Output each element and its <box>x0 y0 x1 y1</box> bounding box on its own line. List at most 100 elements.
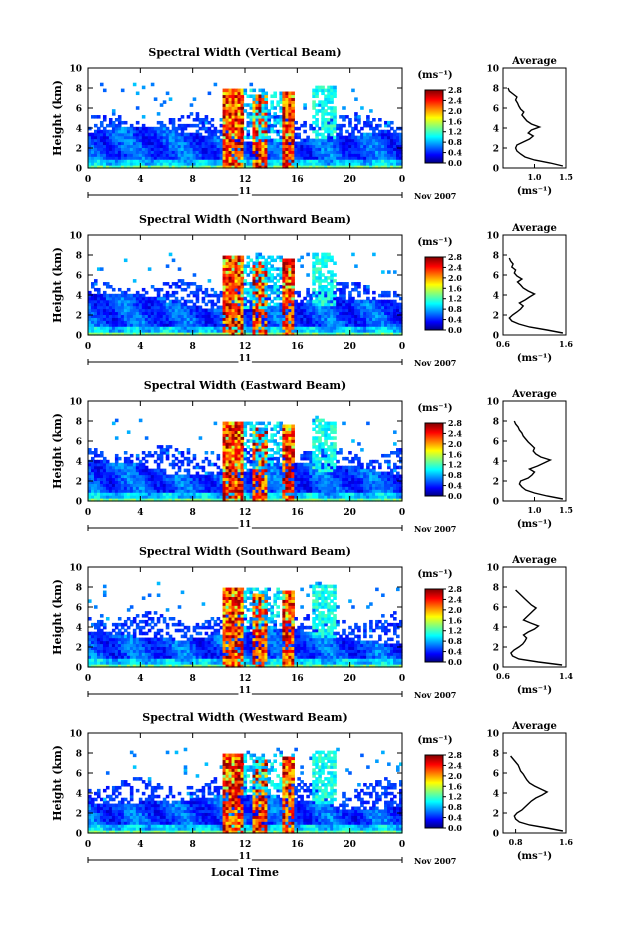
heatmap-cell <box>102 290 107 295</box>
heatmap-cell <box>363 323 367 327</box>
heatmap-cell <box>159 138 164 143</box>
heatmap-cell <box>204 118 209 122</box>
heatmap-cell <box>345 150 349 154</box>
heatmap-cell <box>312 299 316 304</box>
heatmap-cell <box>240 287 245 292</box>
heatmap-cell <box>339 296 343 301</box>
heatmap-cell <box>237 88 242 93</box>
heatmap-cell <box>267 498 272 502</box>
heatmap-cell <box>399 144 403 149</box>
heatmap-cell <box>279 442 283 446</box>
heatmap-cell <box>258 276 263 280</box>
heatmap-cell <box>123 302 128 307</box>
heatmap-cell <box>228 477 233 482</box>
heatmap-cell <box>360 332 364 336</box>
heatmap-cell <box>261 323 266 327</box>
heatmap-cell <box>270 433 275 437</box>
heatmap-cell <box>228 293 233 298</box>
heatmap-cell <box>336 305 340 310</box>
heatmap-cell <box>96 138 101 143</box>
heatmap-cell <box>303 323 307 327</box>
heatmap-cell <box>300 311 304 316</box>
heatmap-cell <box>129 123 134 128</box>
heatmap-cell <box>93 156 98 160</box>
heatmap-cell <box>225 88 230 93</box>
heatmap-cell <box>192 495 197 499</box>
heatmap-cell <box>285 308 289 313</box>
heatmap-cell <box>249 474 254 479</box>
heatmap-cell <box>213 156 218 160</box>
heatmap-cell <box>234 302 239 307</box>
heatmap-cell <box>111 329 116 333</box>
heatmap-cell <box>261 112 266 116</box>
heatmap-cell <box>348 141 352 146</box>
heatmap-cell <box>381 293 385 298</box>
heatmap-cell <box>270 439 275 443</box>
heatmap-cell <box>216 495 221 499</box>
heatmap-cell <box>180 329 185 333</box>
heatmap-cell <box>246 483 251 487</box>
heatmap-cell <box>102 141 107 146</box>
heatmap-cell <box>246 261 251 266</box>
heatmap-cell <box>123 305 128 310</box>
heatmap-cell <box>399 326 403 330</box>
heatmap-cell <box>342 141 346 146</box>
heatmap-cell <box>189 498 194 502</box>
heatmap-cell <box>135 492 140 496</box>
heatmap-cell <box>321 162 325 166</box>
heatmap-cell <box>189 489 194 493</box>
heatmap-cell <box>177 480 182 484</box>
heatmap-cell <box>156 287 161 292</box>
heatmap-cell <box>273 296 277 301</box>
heatmap-cell <box>201 492 206 496</box>
heatmap-cell <box>300 162 304 166</box>
heatmap-cell <box>117 299 122 304</box>
heatmap-cell <box>198 118 203 122</box>
heatmap-cell <box>381 305 385 310</box>
heatmap-cell <box>357 156 361 160</box>
heatmap-cell <box>156 495 161 499</box>
heatmap-cell <box>180 451 185 455</box>
heatmap-cell <box>114 492 119 496</box>
heatmap-cell <box>252 299 257 304</box>
heatmap-cell <box>234 462 239 467</box>
heatmap-cell <box>264 115 269 119</box>
heatmap-cell <box>339 156 343 160</box>
y-tick-label: 8 <box>76 252 82 262</box>
heatmap-cell <box>294 120 298 125</box>
heatmap-cell <box>303 332 307 336</box>
heatmap-cell <box>165 453 170 458</box>
heatmap-cell <box>333 320 337 324</box>
heatmap-cell <box>108 132 113 137</box>
heatmap-cell <box>237 162 242 166</box>
heatmap-cell <box>297 159 301 163</box>
heatmap-cell <box>225 427 230 432</box>
heatmap-cell <box>88 448 92 452</box>
heatmap-cell <box>210 489 215 493</box>
heatmap-cell <box>276 332 280 336</box>
heatmap-cell <box>267 276 272 280</box>
heatmap-cell <box>252 442 257 446</box>
heatmap-cell <box>96 141 101 146</box>
heatmap-cell <box>114 144 119 149</box>
heatmap-cell <box>192 329 197 333</box>
heatmap-cell <box>135 468 140 473</box>
heatmap-cell <box>210 118 215 122</box>
heatmap-cell <box>342 138 346 143</box>
heatmap-cell <box>399 314 403 318</box>
heatmap-cell <box>312 141 316 146</box>
heatmap-cell <box>255 329 260 333</box>
heatmap-cell <box>189 459 194 464</box>
heatmap-cell <box>288 332 292 336</box>
heatmap-cell <box>261 135 266 140</box>
heatmap-cell <box>111 150 116 154</box>
heatmap-cell <box>252 290 257 295</box>
heatmap-cell <box>88 489 92 493</box>
heatmap-cell <box>381 156 385 160</box>
heatmap-cell <box>141 462 146 467</box>
heatmap-cell <box>330 91 334 96</box>
heatmap-cell <box>312 126 316 131</box>
heatmap-cell <box>234 332 239 336</box>
heatmap-cell <box>303 320 307 324</box>
heatmap-cell <box>180 138 185 143</box>
